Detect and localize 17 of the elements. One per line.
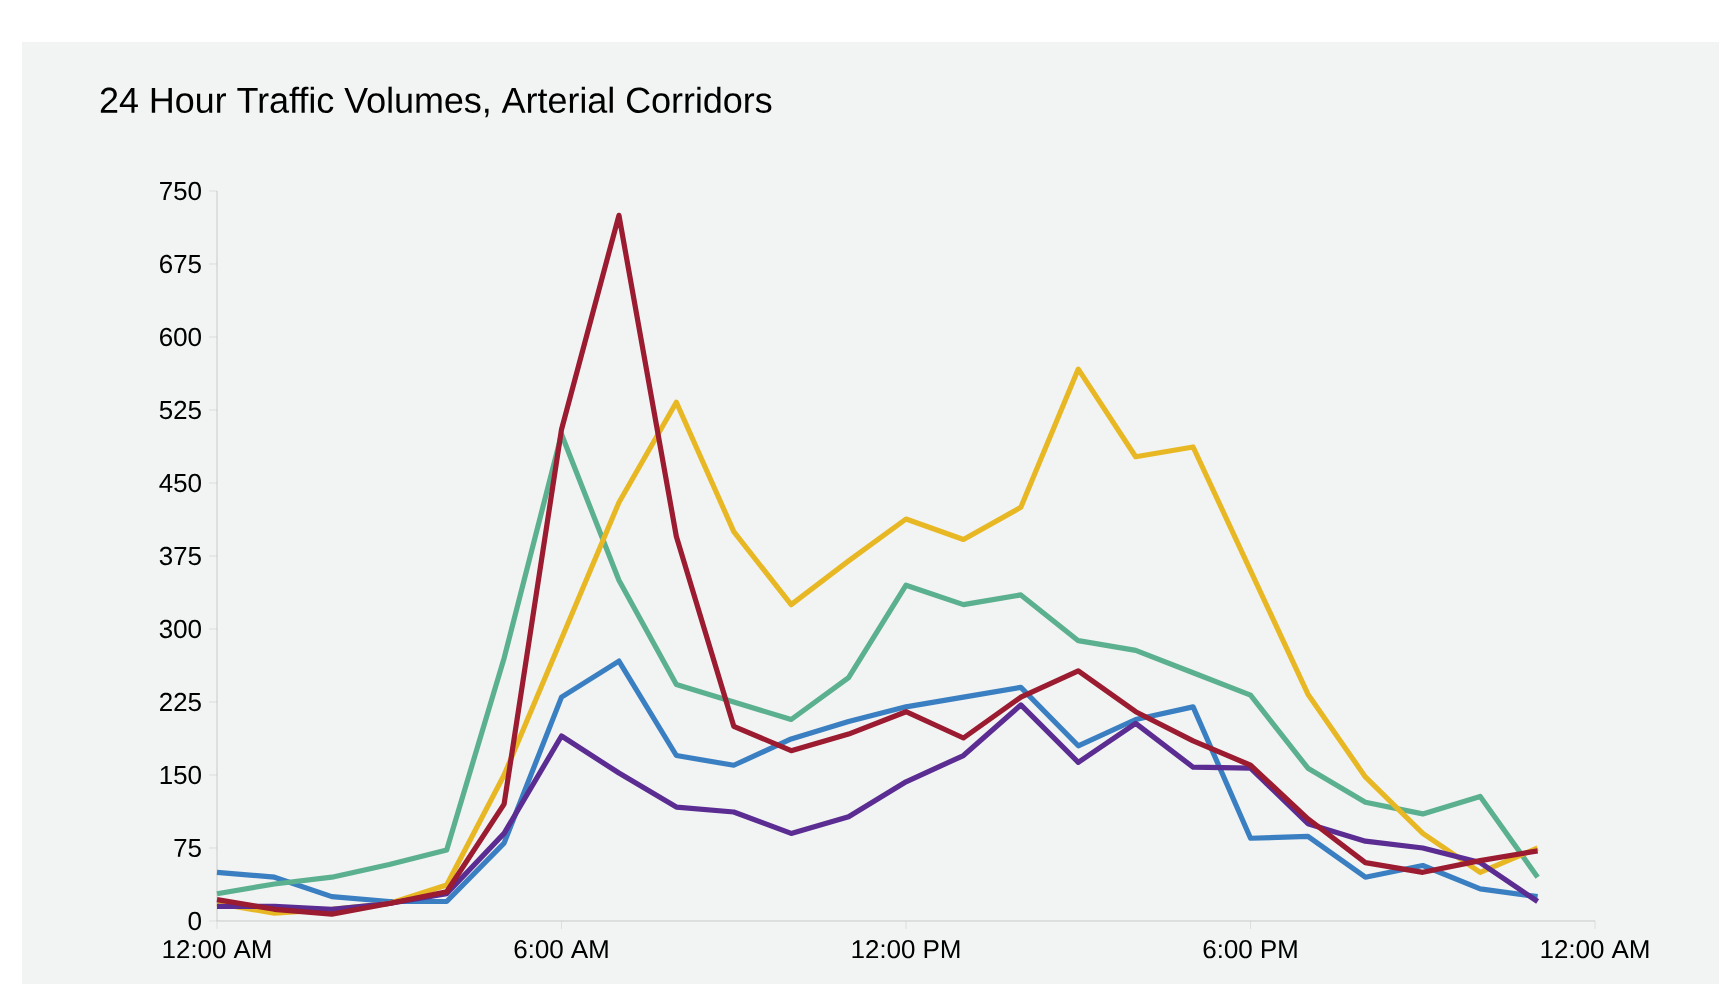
y-tick-label: 225: [160, 692, 201, 712]
x-tick-label: 12:00 AM: [1541, 940, 1649, 959]
y-tick-label: 0: [188, 911, 201, 931]
x-tick-label: 12:00 PM: [852, 940, 960, 959]
y-tick-label: 75: [174, 838, 201, 858]
x-tick-label: 6:00 AM: [514, 940, 608, 959]
x-tick-label: 12:00 AM: [163, 940, 271, 959]
y-tick-label: 675: [160, 254, 201, 274]
x-tick-label: 6:00 PM: [1203, 940, 1297, 959]
y-tick-label: 525: [159, 400, 201, 420]
y-tick-label: 750: [160, 181, 201, 201]
chart-title: 24 Hour Traffic Volumes, Arterial Corridors: [100, 86, 772, 118]
y-tick-label: 375: [159, 546, 201, 566]
y-tick-label: 450: [159, 473, 201, 493]
y-tick-label: 150: [160, 765, 201, 785]
y-tick-label: 600: [160, 327, 201, 347]
y-tick-label: 300: [159, 619, 201, 639]
